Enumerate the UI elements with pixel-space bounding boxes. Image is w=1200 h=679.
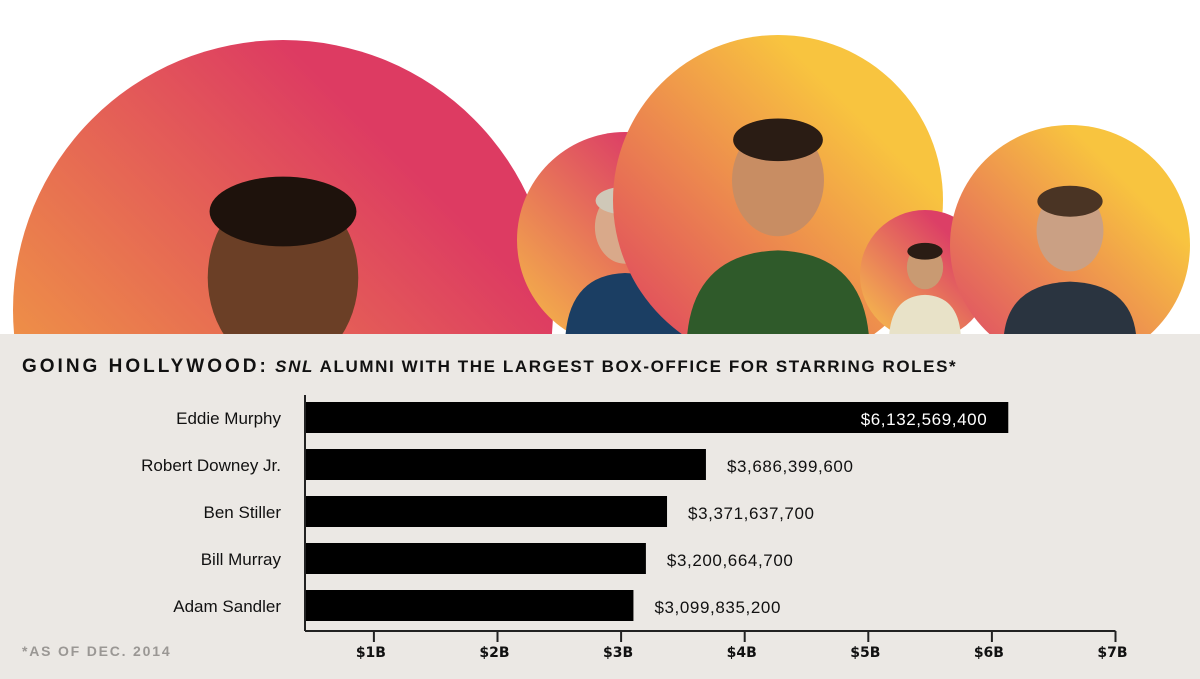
silhouette-body: [889, 294, 961, 334]
x-tick-label: $2B: [479, 645, 509, 661]
title-main: GOING HOLLYWOOD:: [22, 356, 269, 377]
x-tick-label: $4B: [727, 645, 757, 661]
value-label: $3,200,664,700: [667, 551, 794, 570]
silhouette-body: [687, 250, 869, 334]
x-tick-label: $5B: [850, 645, 880, 661]
silhouette-hair: [209, 176, 357, 247]
category-label: Eddie Murphy: [176, 409, 281, 428]
value-label: $6,132,569,400: [861, 410, 988, 429]
bar: [306, 449, 706, 480]
bar: [306, 543, 646, 574]
photo-banner: Eddie MurphyBill MurrayRobert Downey Jr.…: [0, 0, 1200, 334]
silhouette-hair: [907, 242, 943, 260]
silhouette-body: [1004, 281, 1136, 334]
title-rest: ALUMNI WITH THE LARGEST BOX-OFFICE FOR S…: [313, 357, 958, 376]
category-label: Bill Murray: [201, 550, 282, 569]
x-tick-label: $3B: [603, 645, 633, 661]
x-tick-label: $1B: [356, 645, 386, 661]
portrait-circles: Eddie MurphyBill MurrayRobert Downey Jr.…: [13, 35, 1190, 334]
category-label: Adam Sandler: [173, 597, 281, 616]
portrait-ben-stiller: Ben Stiller: [950, 125, 1190, 334]
silhouette-hair: [1037, 185, 1103, 217]
value-label: $3,371,637,700: [688, 504, 815, 523]
silhouette-hair: [733, 118, 823, 162]
value-label: $3,099,835,200: [654, 598, 781, 617]
title-snl: SNL: [275, 357, 314, 376]
chart-title: GOING HOLLYWOOD: SNL ALUMNI WITH THE LAR…: [22, 356, 957, 378]
portrait-robert-downey-jr: Robert Downey Jr.: [613, 35, 943, 334]
portrait-eddie-murphy: Eddie Murphy: [13, 40, 553, 334]
bar: [306, 402, 1009, 433]
value-label: $3,686,399,600: [727, 457, 854, 476]
category-label: Robert Downey Jr.: [141, 456, 281, 475]
footnote: *AS OF DEC. 2014: [22, 643, 172, 659]
portrait-adam-sandler: Adam Sandler: [860, 210, 990, 334]
x-tick-label: $6B: [974, 645, 1004, 661]
x-tick-label: $7B: [1097, 645, 1127, 661]
category-label: Ben Stiller: [204, 503, 282, 522]
bar: [306, 590, 634, 621]
bar: [306, 496, 668, 527]
